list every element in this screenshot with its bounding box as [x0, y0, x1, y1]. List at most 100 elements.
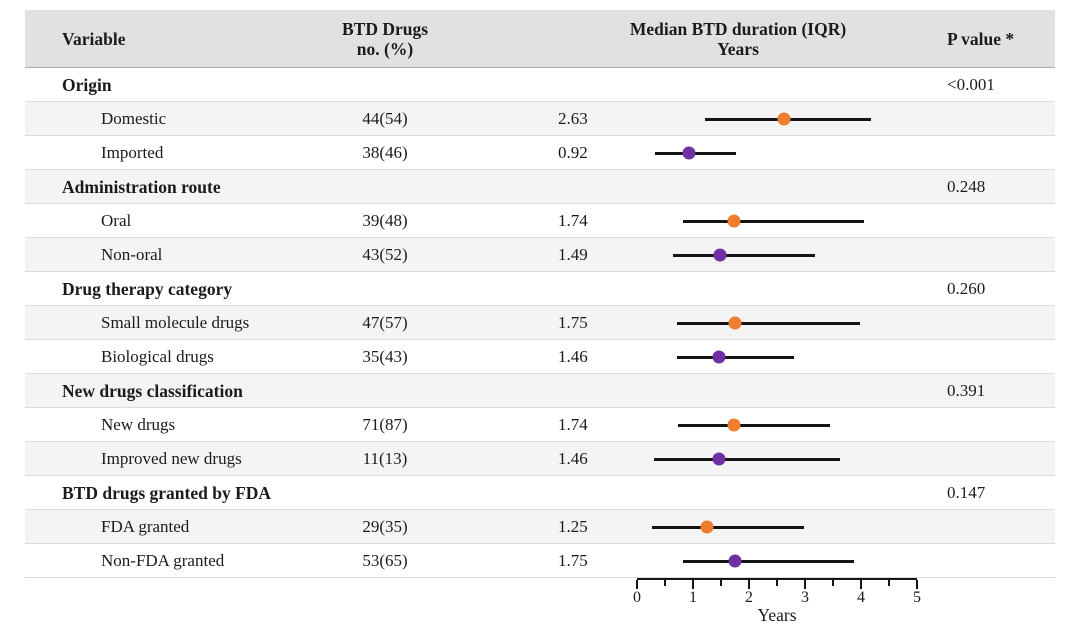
table-row-oral: Oral 39(48) 1.74 [25, 204, 1055, 238]
col-header-btd-count: BTD Drugs no. (%) [280, 10, 490, 67]
x-axis-major-tick [692, 580, 694, 589]
table-row-fda-granted: FDA granted 29(35) 1.25 [25, 510, 1055, 544]
col-header-btd-count-line2: no. (%) [356, 38, 414, 59]
n-percent: 38(46) [362, 143, 408, 162]
col-header-variable-text: Variable [62, 28, 126, 49]
iqr-line [655, 151, 736, 155]
x-axis-tick-label: 0 [633, 589, 641, 606]
x-axis-minor-tick [832, 580, 834, 586]
x-axis-major-tick [636, 580, 638, 589]
iqr-line [678, 423, 831, 427]
x-axis-minor-tick [664, 580, 666, 586]
item-label: Small molecule drugs [101, 313, 250, 332]
x-axis-major-tick [916, 580, 918, 589]
item-label: New drugs [101, 415, 176, 434]
n-percent: 39(48) [362, 211, 408, 230]
item-label: FDA granted [101, 517, 190, 536]
table-row-improved-new-drugs: Improved new drugs 11(13) 1.46 [25, 442, 1055, 476]
table-row-group-origin: Origin <0.001 [25, 68, 1055, 102]
median-dot [682, 146, 696, 160]
p-value: 0.260 [947, 279, 986, 298]
table-row-non-fda-granted: Non-FDA granted 53(65) 1.75 [25, 544, 1055, 578]
group-label: BTD drugs granted by FDA [62, 483, 272, 503]
median-value: 2.63 [558, 109, 588, 128]
table-row-group-new-drugs-classification: New drugs classification 0.391 [25, 374, 1055, 408]
col-header-btd-count-line1: BTD Drugs [341, 18, 429, 39]
median-dot [713, 248, 727, 262]
forest-cell [637, 136, 917, 170]
x-axis-minor-tick [888, 580, 890, 586]
n-percent: 47(57) [362, 313, 408, 332]
median-value: 1.25 [558, 517, 588, 536]
p-value: 0.147 [947, 483, 986, 502]
iqr-line [683, 559, 854, 563]
col-header-pvalue-text: P value * [947, 28, 1015, 49]
iqr-line [673, 253, 815, 257]
table-row-non-oral: Non-oral 43(52) 1.49 [25, 238, 1055, 272]
x-axis-major-tick [804, 580, 806, 589]
forest-cell [637, 102, 917, 136]
table-header-row: Variable BTD Drugs no. (%) Median BTD du… [25, 10, 1055, 68]
iqr-line [683, 219, 864, 223]
median-value: 1.46 [558, 449, 588, 468]
median-value: 1.74 [558, 415, 588, 434]
item-label: Non-FDA granted [101, 551, 225, 570]
table-row-group-btd-granted-by-fda: BTD drugs granted by FDA 0.147 [25, 476, 1055, 510]
item-label: Non-oral [101, 245, 163, 264]
x-axis-major-tick [860, 580, 862, 589]
col-header-pvalue: P value * [947, 10, 1014, 67]
iqr-line [677, 355, 795, 359]
group-label: Drug therapy category [62, 279, 233, 299]
forest-cell [637, 408, 917, 442]
col-header-median-line2: Years [717, 38, 759, 59]
median-dot [777, 112, 791, 126]
median-value: 1.75 [558, 551, 588, 570]
item-label: Improved new drugs [101, 449, 242, 468]
x-axis-major-tick [748, 580, 750, 589]
forest-cell [637, 510, 917, 544]
median-dot [728, 554, 742, 568]
item-label: Oral [101, 211, 132, 230]
n-percent: 43(52) [362, 245, 408, 264]
iqr-line [677, 321, 861, 325]
group-label: New drugs classification [62, 381, 243, 401]
x-axis: Years 0 1 2 3 4 5 [633, 578, 921, 625]
p-value: 0.391 [947, 381, 986, 400]
forest-cell [637, 442, 917, 476]
table-row-domestic: Domestic 44(54) 2.63 [25, 102, 1055, 136]
x-axis-minor-tick [720, 580, 722, 586]
median-dot [728, 316, 742, 330]
median-dot [727, 214, 741, 228]
n-percent: 44(54) [362, 109, 408, 128]
forest-cell [637, 306, 917, 340]
col-header-median-duration: Median BTD duration (IQR) Years [558, 10, 918, 67]
table-row-group-administration-route: Administration route 0.248 [25, 170, 1055, 204]
x-axis-tick-label: 3 [801, 589, 809, 606]
col-header-variable: Variable [62, 10, 126, 67]
forest-cell [637, 340, 917, 374]
group-label: Origin [62, 75, 112, 95]
n-percent: 53(65) [362, 551, 408, 570]
median-dot [700, 520, 714, 534]
item-label: Biological drugs [101, 347, 214, 366]
median-value: 1.46 [558, 347, 588, 366]
forest-cell [637, 544, 917, 578]
n-percent: 35(43) [362, 347, 408, 366]
n-percent: 71(87) [362, 415, 408, 434]
x-axis-title: Years [757, 605, 797, 625]
item-label: Domestic [101, 109, 167, 128]
median-value: 0.92 [558, 143, 588, 162]
forest-cell [637, 204, 917, 238]
x-axis-tick-label: 4 [857, 589, 865, 606]
median-value: 1.49 [558, 245, 588, 264]
median-dot [712, 350, 726, 364]
table-row-new-drugs: New drugs 71(87) 1.74 [25, 408, 1055, 442]
x-axis-tick-label: 1 [689, 589, 697, 606]
median-dot [712, 452, 726, 466]
forest-plot-figure: Variable BTD Drugs no. (%) Median BTD du… [25, 10, 1055, 625]
table-row-group-drug-therapy-category: Drug therapy category 0.260 [25, 272, 1055, 306]
group-label: Administration route [62, 177, 221, 197]
table-row-small-molecule-drugs: Small molecule drugs 47(57) 1.75 [25, 306, 1055, 340]
median-value: 1.74 [558, 211, 588, 230]
col-header-median-line1: Median BTD duration (IQR) [629, 18, 847, 39]
